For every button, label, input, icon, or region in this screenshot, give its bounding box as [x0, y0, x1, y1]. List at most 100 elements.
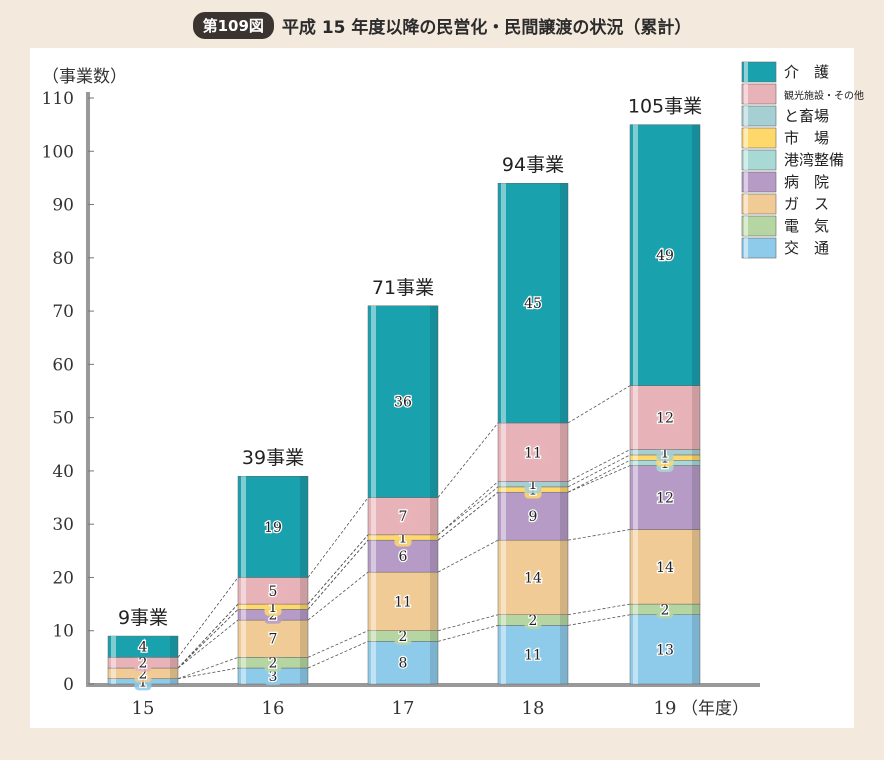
data-label-bg: [520, 443, 546, 462]
connector-line: [567, 614, 631, 626]
bar-shade: [430, 534, 438, 541]
connector-line: [437, 625, 499, 642]
connector-line: [437, 422, 499, 498]
data-label: 2: [399, 629, 408, 645]
bar-highlight: [241, 620, 246, 658]
data-label-bg: [264, 581, 282, 600]
data-label-bg: [390, 392, 416, 411]
legend-swatch: [741, 237, 777, 259]
connector-line: [177, 667, 239, 680]
bar-total-label: 9事業: [118, 607, 168, 629]
bar-shade: [300, 657, 308, 669]
data-label: 11: [394, 594, 412, 610]
data-label: 1: [529, 477, 538, 493]
bar-highlight: [241, 657, 246, 669]
connector-line: [307, 539, 369, 610]
x-tick-label: 18: [522, 698, 545, 719]
connector-line: [437, 481, 499, 536]
connector-line: [437, 491, 499, 541]
data-label-bg: [652, 246, 678, 265]
data-label: 3: [269, 669, 278, 685]
bar-highlight: [371, 630, 376, 642]
data-label-bg: [260, 517, 286, 536]
connector-line: [307, 571, 369, 621]
bar-highlight: [241, 577, 246, 605]
bar-shade: [170, 657, 178, 669]
bar-shade: [560, 422, 568, 482]
connector-line: [307, 641, 369, 669]
legend-swatch: [741, 83, 777, 105]
bar-shade: [692, 124, 700, 386]
data-label-bg: [520, 645, 546, 664]
legend-swatch: [741, 215, 777, 237]
data-label: 8: [399, 656, 408, 672]
bar-highlight: [633, 449, 638, 455]
bar-shade: [430, 540, 438, 573]
x-tick-label: 16: [262, 698, 285, 719]
data-label: 11: [524, 648, 542, 664]
data-label: 2: [139, 656, 148, 672]
chart-title: 平成 15 年度以降の民営化・民間譲渡の状況（累計）: [281, 17, 692, 38]
bar-shade: [560, 481, 568, 487]
bar-shade: [692, 454, 700, 461]
data-label-bg: [394, 653, 412, 672]
data-label: 49: [656, 248, 674, 264]
legend-swatch: [741, 149, 777, 171]
y-tick-label: 40: [52, 462, 74, 482]
bar-shade: [560, 614, 568, 626]
data-label: 2: [139, 666, 148, 682]
bar-highlight: [501, 492, 506, 541]
legend-label: 港湾整備: [784, 151, 844, 169]
bar-shade: [430, 572, 438, 631]
bar-highlight: [501, 183, 506, 423]
connector-line: [567, 603, 631, 616]
bar-highlight: [111, 636, 116, 658]
legend-swatch: [741, 127, 777, 149]
bar-total-label: 105事業: [628, 96, 702, 118]
connector-line: [177, 577, 239, 658]
y-tick-label: 30: [52, 515, 74, 535]
connector-line: [567, 459, 631, 493]
y-tick-label: 50: [52, 409, 74, 429]
data-label-bg: [520, 294, 546, 313]
legend-swatch: [741, 193, 777, 215]
legend-label: 介 護: [784, 63, 829, 81]
bar-shade: [560, 625, 568, 684]
data-label-bg: [652, 557, 678, 576]
data-label: 7: [269, 632, 278, 648]
legend-label: 交 通: [784, 239, 829, 257]
connector-line: [177, 609, 239, 669]
y-tick-label: 70: [52, 302, 74, 322]
connector-line: [567, 465, 631, 493]
bar-shade: [300, 609, 308, 621]
bar-shade: [692, 385, 700, 450]
bar-shade: [170, 678, 178, 684]
data-label-bg: [520, 568, 546, 587]
data-label: 14: [524, 570, 542, 586]
bar-shade: [300, 620, 308, 658]
data-label-bg: [390, 592, 416, 611]
legend-label: 病 院: [784, 173, 829, 191]
bar-highlight: [633, 460, 638, 466]
bar-shade: [692, 449, 700, 455]
legend-swatch-highlight: [744, 216, 748, 236]
connector-line: [567, 449, 631, 482]
bar-highlight: [371, 534, 376, 541]
legend-swatch-highlight: [744, 84, 748, 104]
y-tick-label: 80: [52, 249, 74, 269]
data-label: 11: [524, 445, 542, 461]
bar-highlight: [633, 529, 638, 605]
connector-line: [177, 603, 239, 669]
connector-line: [177, 619, 239, 669]
bar-shade: [560, 183, 568, 423]
bar-shade: [170, 668, 178, 679]
connector-line: [567, 529, 631, 541]
bar-shade: [692, 604, 700, 615]
bar-shade: [692, 529, 700, 605]
data-label: 1: [661, 445, 670, 461]
data-label-bg: [524, 611, 542, 630]
data-label: 14: [656, 560, 674, 576]
bar-shade: [300, 604, 308, 610]
y-axis-title: （事業数）: [42, 67, 127, 87]
y-tick-label: 0: [63, 675, 74, 695]
